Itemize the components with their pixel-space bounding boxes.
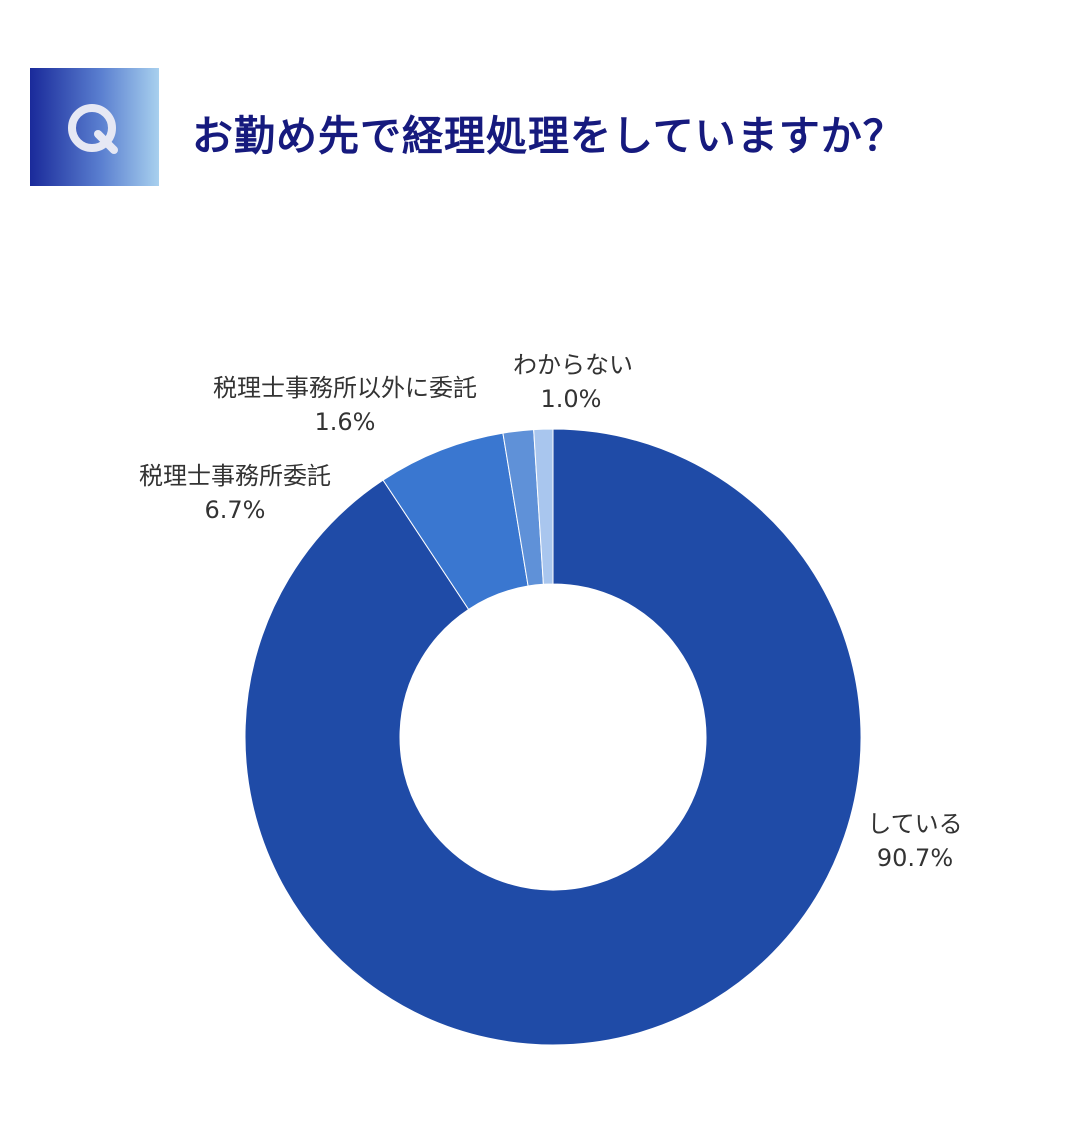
chart-labels: している 90.7% 税理士事務所委託 6.7% 税理士事務所以外に委託 1.6… [139,351,963,872]
slice-label-zeirishi: 税理士事務所委託 [139,462,331,490]
slice-label-other-outsource: 税理士事務所以外に委託 [213,374,477,402]
slice-value-unknown: 1.0% [541,385,602,413]
chart-slices [244,428,862,1046]
slice-label-shiteiru: している [867,810,962,838]
page-title: お勤め先で経理処理をしていますか？ [192,112,905,160]
slice-0 [244,428,862,1046]
q-badge [30,68,159,186]
slice-label-unknown: わからない [513,351,633,379]
slice-value-zeirishi: 6.7% [205,496,266,524]
slice-value-other-outsource: 1.6% [315,408,376,436]
slice-3 [533,428,554,585]
q-letter-icon [68,104,118,154]
slice-value-shiteiru: 90.7% [877,844,953,872]
